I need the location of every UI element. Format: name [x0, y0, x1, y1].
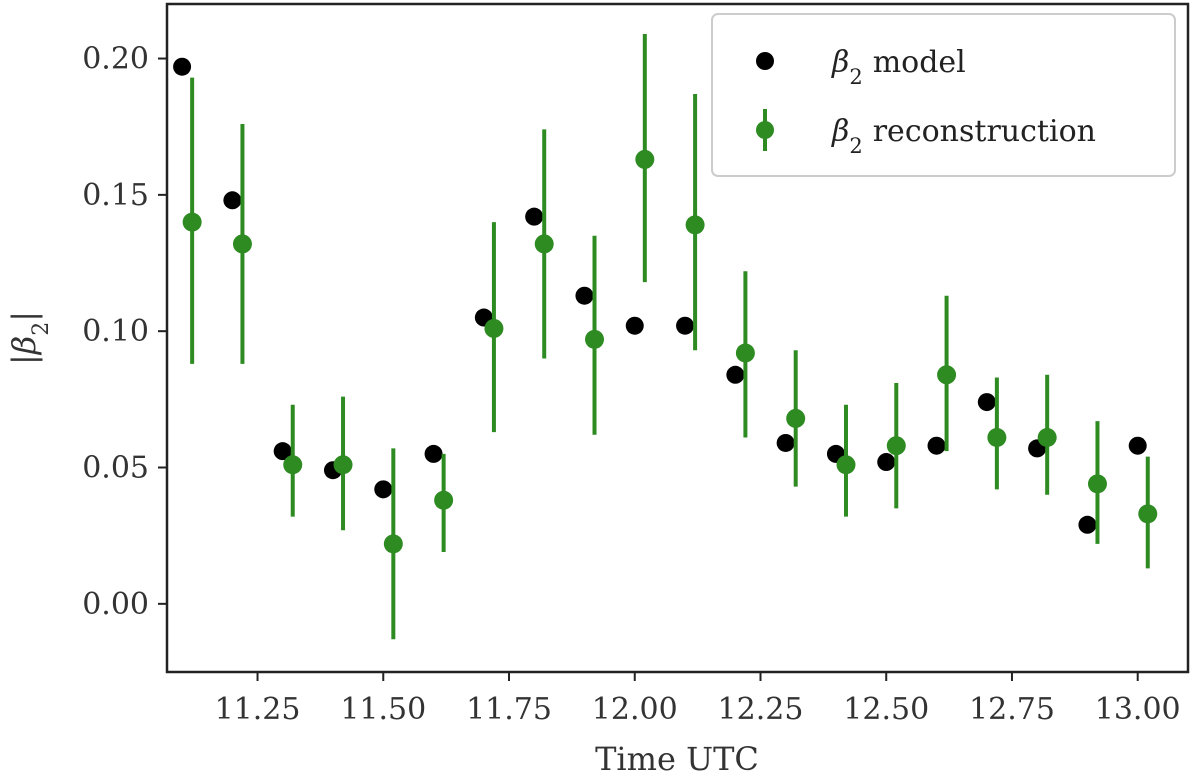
y-tick-label: 0.20: [82, 42, 149, 77]
y-tick-label: 0.15: [82, 178, 149, 213]
reconstruction-point: [383, 534, 403, 554]
y-axis: 0.00 0.05 0.10 0.15 0.20: [82, 42, 167, 622]
x-axis: 11.25 11.50 11.75 12.00 12.25 12.50 12.75 13.00: [215, 672, 1181, 727]
legend-reconstruction-label: β2 reconstruction: [831, 114, 1096, 158]
reconstruction-point: [735, 343, 755, 363]
reconstruction-point: [434, 490, 454, 510]
chart-marks: [173, 33, 1158, 640]
y-tick-label: 0.10: [82, 314, 149, 349]
model-point: [726, 365, 745, 384]
model-point: [1078, 515, 1097, 534]
reconstruction-point: [886, 436, 906, 456]
model-point: [525, 207, 544, 226]
legend-reconstruction-marker: [756, 121, 774, 139]
model-point: [273, 442, 292, 461]
x-tick-label: 11.25: [215, 692, 301, 727]
legend-model-marker: [756, 52, 774, 70]
model-point: [977, 393, 996, 412]
reconstruction-point: [232, 234, 252, 254]
y-tick-label: 0.05: [82, 451, 149, 486]
x-axis-label: Time UTC: [595, 740, 759, 778]
reconstruction-point: [182, 212, 202, 232]
model-point: [676, 316, 695, 335]
x-tick-label: 11.75: [466, 692, 552, 727]
model-point: [173, 57, 192, 76]
reconstruction-point: [585, 329, 605, 349]
legend-box: [711, 13, 1176, 177]
reconstruction-point: [333, 455, 353, 475]
reconstruction-point: [283, 455, 303, 475]
reconstruction-point: [1138, 504, 1158, 524]
reconstruction-point: [484, 318, 504, 338]
reconstruction-point: [836, 455, 856, 475]
model-point: [776, 433, 795, 452]
y-tick-label: 0.00: [82, 587, 149, 622]
model-point: [374, 480, 393, 499]
x-tick-label: 12.00: [592, 692, 678, 727]
x-tick-label: 12.25: [718, 692, 804, 727]
legend-model-text: model: [873, 45, 966, 80]
model-point: [625, 316, 644, 335]
reconstruction-point: [786, 408, 806, 428]
model-point: [1128, 436, 1147, 455]
model-point: [877, 453, 896, 472]
plot-frame: [165, 2, 1190, 674]
reconstruction-point: [1037, 428, 1057, 448]
reconstruction-point: [534, 234, 554, 254]
legend-reconstruction-text: reconstruction: [873, 114, 1096, 149]
reconstruction-point: [987, 428, 1007, 448]
model-point: [927, 436, 946, 455]
x-tick-label: 12.50: [843, 692, 929, 727]
model-point: [424, 444, 443, 463]
reconstruction-point: [937, 365, 957, 385]
legend: β2 model β2 reconstruction: [711, 13, 1176, 177]
model-point: [575, 286, 594, 305]
legend-model-label: β2 model: [831, 45, 966, 89]
model-point: [223, 191, 242, 210]
reconstruction-point: [1087, 474, 1107, 494]
x-tick-label: 12.75: [969, 692, 1055, 727]
x-tick-label: 11.50: [340, 692, 426, 727]
x-tick-label: 13.00: [1095, 692, 1181, 727]
reconstruction-point: [685, 215, 705, 235]
y-axis-label: |β2|: [5, 311, 54, 365]
reconstruction-point: [635, 149, 655, 169]
